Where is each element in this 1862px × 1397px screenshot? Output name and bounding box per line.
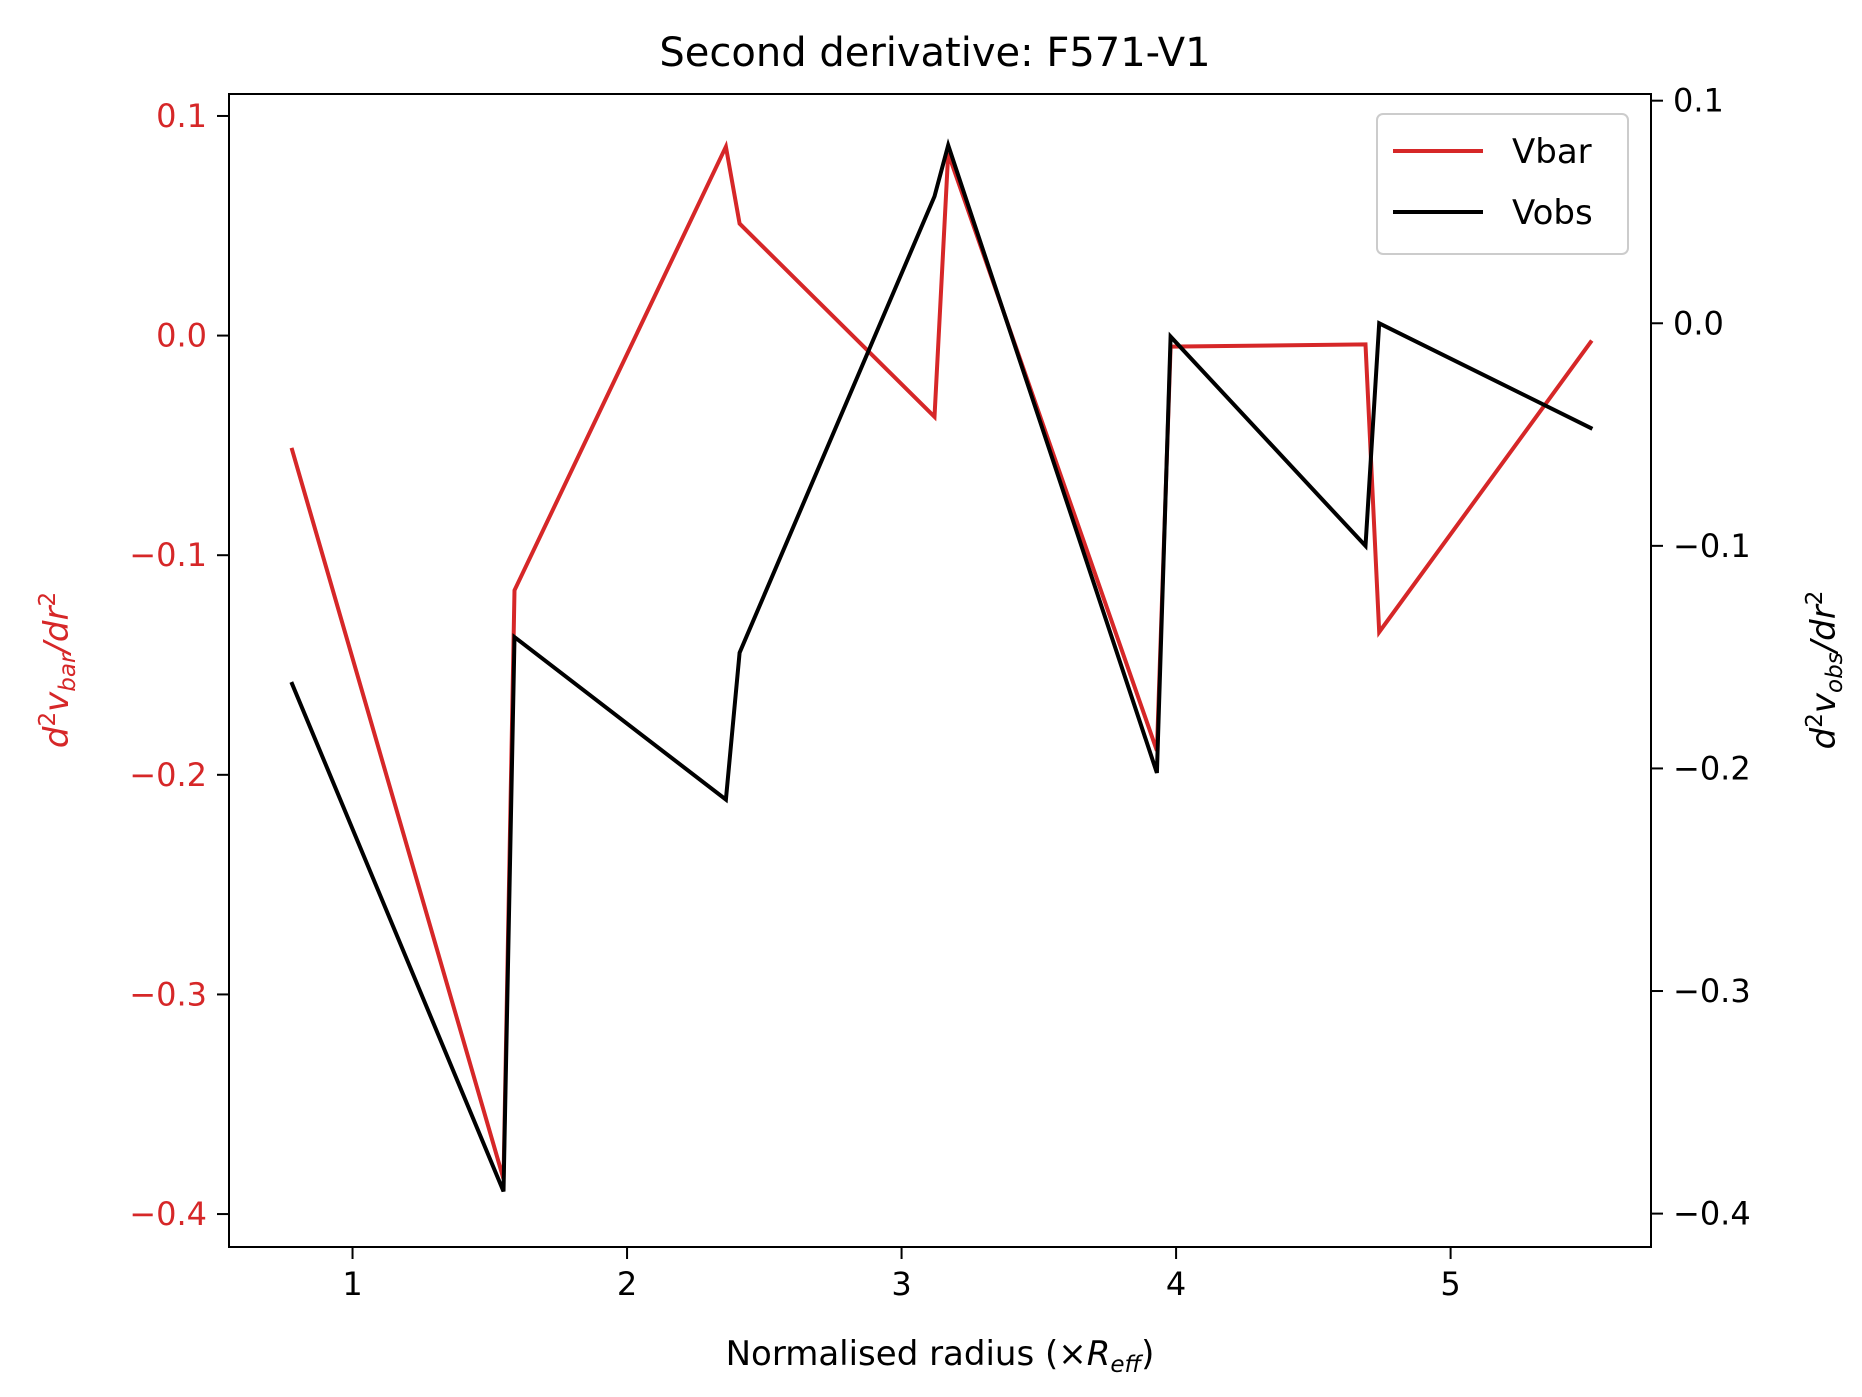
x-axis-label: Normalised radius (×Reff) [726, 1334, 1155, 1378]
y-left-axis-ticks: 0.1 0.0 −0.1 −0.2 −0.3 −0.4 [129, 97, 229, 1233]
y-right-axis-ticks: 0.1 0.0 −0.1 −0.2 −0.3 −0.4 [1651, 82, 1751, 1233]
x-tick-label: 2 [617, 1265, 637, 1303]
y-left-tick-label: −0.2 [129, 756, 207, 794]
y-right-tick-label: −0.2 [1673, 749, 1751, 787]
legend-label-vobs: Vobs [1512, 193, 1593, 233]
y-left-tick-label: 0.0 [156, 317, 207, 355]
y-right-tick-label: 0.1 [1673, 82, 1724, 120]
y-right-tick-label: −0.3 [1673, 972, 1751, 1010]
plot-frame [228, 93, 1652, 1248]
series-line-vbar [289, 140, 1594, 1180]
y-right-tick-label: 0.0 [1673, 304, 1724, 342]
y-left-tick-label: 0.1 [156, 97, 207, 135]
x-axis-ticks: 1 2 3 4 5 [342, 1247, 1461, 1303]
y-left-tick-label: −0.3 [129, 975, 207, 1013]
x-tick-label: 1 [342, 1265, 362, 1303]
y-right-tick-label: −0.4 [1673, 1195, 1751, 1233]
y-right-tick-label: −0.1 [1673, 527, 1751, 565]
chart-title: Second derivative: F571-V1 [659, 30, 1210, 76]
series-layer [289, 138, 1594, 1193]
y-left-tick-label: −0.4 [129, 1195, 207, 1233]
series-line-vobs [289, 138, 1594, 1193]
legend-label-vbar: Vbar [1512, 132, 1592, 172]
y-left-axis-label: d2vbar/dr2 [35, 592, 81, 748]
legend: Vbar Vobs [1376, 113, 1629, 255]
x-tick-label: 4 [1166, 1265, 1186, 1303]
y-right-axis-label: d2vobs/dr2 [1802, 591, 1848, 750]
x-tick-label: 3 [891, 1265, 911, 1303]
x-tick-label: 5 [1440, 1265, 1460, 1303]
y-left-tick-label: −0.1 [129, 536, 207, 574]
